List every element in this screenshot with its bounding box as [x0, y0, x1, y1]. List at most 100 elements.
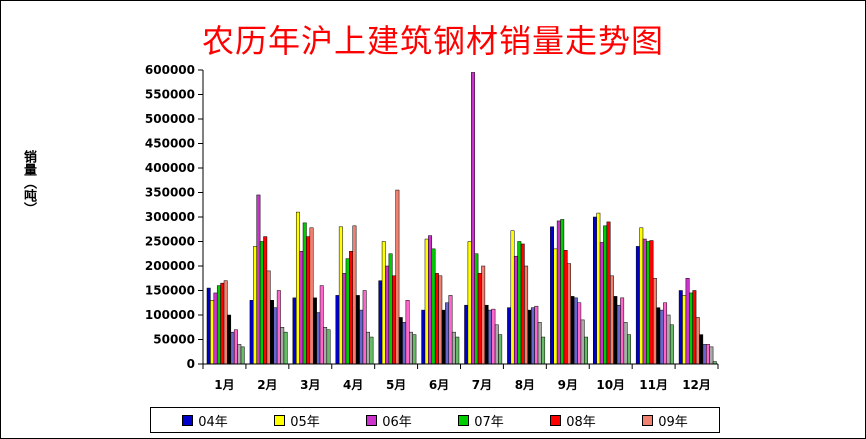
bar [610, 275, 614, 365]
bar [603, 225, 608, 365]
y-tick-label: 500000 [145, 112, 195, 126]
bar [656, 307, 661, 365]
chart-title: 农历年沪上建筑钢材销量走势图 [201, 22, 664, 60]
bar [312, 297, 317, 365]
bar [434, 273, 439, 365]
y-tick-label: 50000 [153, 333, 195, 347]
bar [319, 285, 324, 365]
y-tick-label: 400000 [145, 161, 195, 175]
bar [471, 72, 475, 365]
x-tick-label: 12月 [682, 378, 711, 392]
bar [520, 243, 525, 365]
bar [550, 226, 554, 365]
bar [669, 324, 674, 365]
x-tick-label: 10月 [596, 378, 625, 392]
bar [405, 300, 410, 365]
bar [455, 336, 460, 365]
bar [237, 344, 242, 365]
bar [560, 219, 565, 365]
bar [481, 265, 486, 365]
legend-label: 08年 [566, 414, 596, 430]
bar [527, 309, 532, 365]
bar [606, 221, 611, 365]
bar [599, 242, 604, 365]
bar [510, 230, 515, 365]
bar [398, 317, 403, 365]
legend-entry: 09年 [642, 411, 688, 430]
bar [349, 251, 354, 365]
bar [295, 211, 300, 365]
x-tick-label: 4月 [343, 378, 363, 392]
y-tick-label: 350000 [145, 186, 195, 200]
bar [534, 305, 539, 365]
bar [220, 282, 225, 365]
bar [216, 285, 221, 365]
bar [326, 329, 331, 365]
bar [355, 295, 360, 365]
bar [359, 309, 364, 365]
bar [352, 225, 357, 365]
legend-swatch [550, 414, 562, 426]
bar [263, 236, 268, 365]
x-tick-label: 3月 [300, 378, 320, 392]
bar [395, 189, 400, 365]
bar [273, 307, 278, 365]
bar [428, 235, 433, 365]
bar [270, 300, 274, 365]
bar [306, 236, 311, 365]
bar [256, 194, 261, 365]
legend-entry: 08年 [550, 411, 596, 430]
y-tick-label: 450000 [145, 137, 195, 151]
bar [709, 346, 714, 365]
bar [424, 238, 429, 365]
bar [553, 248, 558, 365]
bar [451, 331, 456, 365]
bar [541, 336, 546, 365]
bar [464, 304, 469, 365]
bar [596, 212, 601, 365]
legend-entry: 05年 [274, 411, 320, 430]
bar [362, 290, 367, 365]
bar [477, 273, 482, 365]
y-axis-label: 销量（吨） [21, 150, 36, 215]
bar [467, 241, 472, 365]
bar [663, 302, 668, 365]
x-tick-label: 2月 [257, 378, 277, 392]
bar [302, 222, 307, 365]
bar [692, 290, 697, 365]
y-tick-label: 550000 [145, 88, 195, 102]
legend-swatch [642, 414, 654, 426]
bar [253, 246, 257, 365]
bar [338, 226, 343, 365]
bar [616, 304, 621, 365]
bar [649, 240, 654, 365]
bar [689, 292, 693, 365]
bar [259, 241, 264, 365]
bar [695, 317, 700, 365]
bar [323, 327, 328, 365]
bar [385, 265, 390, 365]
bar [210, 300, 215, 365]
bar [206, 287, 211, 365]
bar [484, 304, 489, 365]
legend-entry: 06年 [366, 411, 412, 430]
bar [276, 290, 281, 365]
bar [233, 329, 238, 365]
y-tick-label: 200000 [145, 259, 195, 273]
bar [699, 334, 704, 365]
bar [402, 322, 407, 365]
legend-swatch [182, 414, 194, 426]
bar [570, 296, 575, 365]
x-tick-label: 9月 [558, 378, 578, 392]
bar [498, 334, 503, 365]
y-tick-label: 600000 [145, 63, 195, 77]
x-tick-label: 11月 [639, 378, 668, 392]
bar [642, 238, 647, 365]
bar [491, 308, 496, 365]
bar [369, 336, 374, 365]
x-tick-label: 5月 [386, 378, 406, 392]
legend: 04年 05年 06年 07年 08年 09年 [150, 407, 720, 433]
bar [567, 263, 571, 365]
